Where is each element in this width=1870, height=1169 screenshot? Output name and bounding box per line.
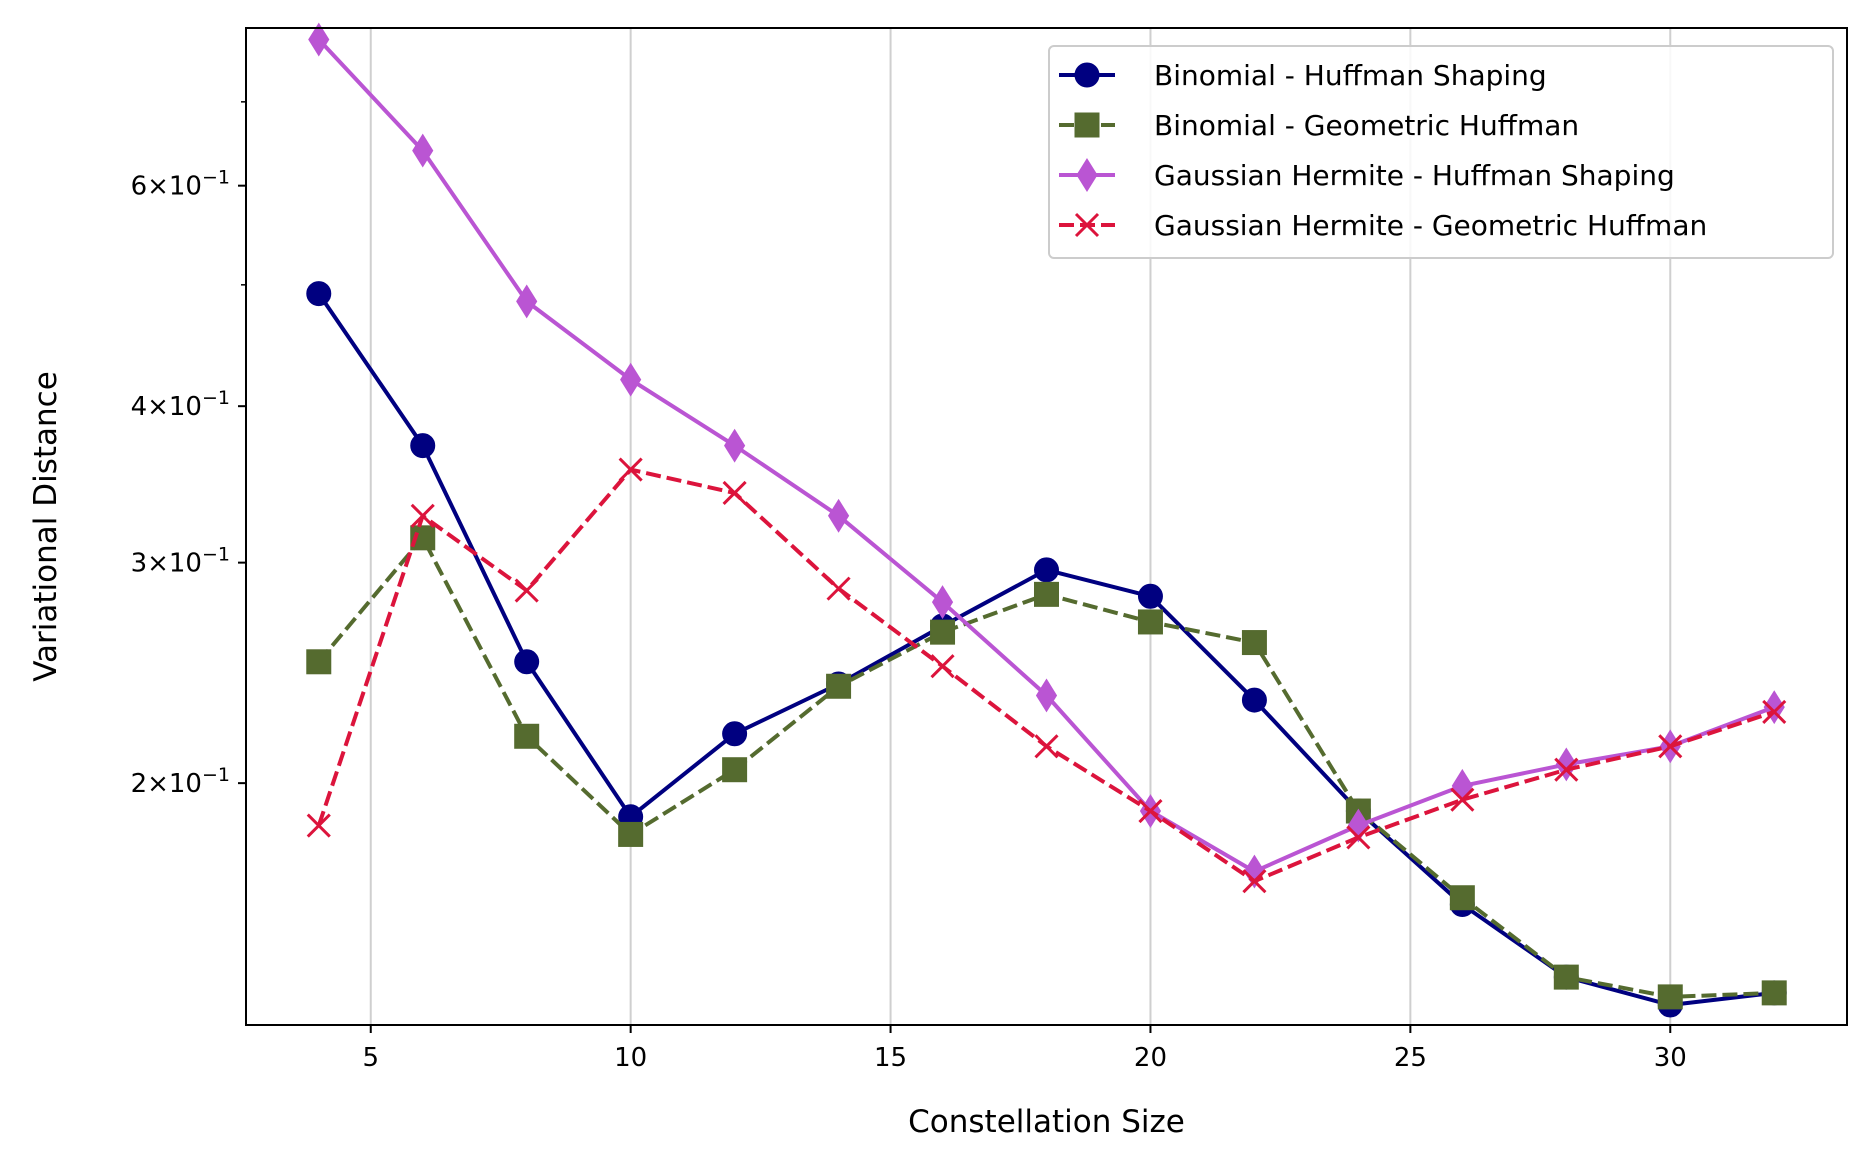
data-point (308, 22, 330, 57)
data-point (1449, 885, 1475, 911)
data-point (1242, 869, 1267, 894)
legend-label: Binomial - Huffman Shaping (1154, 59, 1547, 92)
data-point (1553, 964, 1579, 990)
data-point (1241, 630, 1267, 656)
data-point (514, 723, 540, 749)
data-point (1241, 687, 1267, 713)
data-point (724, 428, 746, 463)
data-point (826, 576, 851, 601)
data-point (620, 362, 642, 397)
y-tick-label: 3×10−1 (131, 544, 230, 579)
data-point (1658, 734, 1683, 759)
data-point (722, 480, 747, 506)
data-point (722, 757, 748, 783)
data-point (306, 281, 332, 307)
x-tick-label: 20 (1134, 1043, 1167, 1073)
data-point (722, 721, 748, 747)
series-layer (306, 22, 1787, 1018)
legend-marker (1074, 212, 1100, 238)
y-axis-label: Variational Distance (28, 371, 64, 682)
data-point (1761, 980, 1787, 1006)
data-point (412, 133, 434, 168)
data-point (1137, 583, 1163, 609)
series-2 (306, 525, 1787, 1010)
data-point (1555, 747, 1577, 782)
x-axis-label: Constellation Size (908, 1104, 1185, 1140)
data-point (514, 649, 540, 675)
x-tick-label: 5 (362, 1043, 379, 1073)
data-point (410, 433, 436, 459)
plot-frame (245, 27, 1848, 1026)
data-point (1034, 557, 1059, 583)
data-point (306, 649, 332, 675)
legend-label: Gaussian Hermite - Geometric Huffman (1154, 209, 1707, 242)
y-tick-label: 6×10−1 (131, 167, 230, 202)
data-point (826, 673, 852, 699)
y-tick-label: 2×10−1 (131, 764, 230, 799)
legend: Binomial - Huffman Shaping Binomial - Geo… (1048, 45, 1834, 259)
data-point (1346, 825, 1371, 850)
legend-marker (1074, 62, 1100, 88)
data-point (618, 457, 643, 482)
data-point (618, 821, 644, 847)
data-point (930, 654, 955, 679)
legend-label: Gaussian Hermite - Huffman Shaping (1154, 159, 1675, 192)
data-point (1137, 609, 1163, 635)
data-point (306, 813, 331, 838)
x-tick-label: 25 (1394, 1043, 1427, 1073)
data-point (1762, 699, 1787, 724)
data-point (410, 503, 435, 528)
x-tick-label: 10 (614, 1043, 647, 1073)
legend-marker (1074, 112, 1100, 138)
data-point (1034, 581, 1059, 607)
legend-marker (1076, 158, 1098, 192)
x-tick-label: 30 (1654, 1043, 1687, 1073)
data-point (1035, 678, 1058, 713)
axes: 5 10 15 20 25 30 2×10−1 3×10−1 4×10−1 6×10−1 (131, 101, 1687, 1073)
legend-label: Binomial - Geometric Huffman (1154, 109, 1579, 142)
x-tick-label: 15 (874, 1043, 907, 1073)
data-point (514, 578, 539, 603)
legend-box (1048, 45, 1834, 259)
data-point (1554, 757, 1579, 782)
data-point (1138, 798, 1163, 824)
data-point (1657, 984, 1683, 1010)
data-point (827, 498, 850, 533)
data-point (931, 585, 954, 620)
y-tick-label: 4×10−1 (131, 387, 230, 422)
data-point (516, 284, 538, 319)
series-4 (306, 457, 1787, 894)
data-point (1034, 734, 1059, 759)
data-point (930, 619, 956, 645)
data-point (1450, 787, 1475, 812)
